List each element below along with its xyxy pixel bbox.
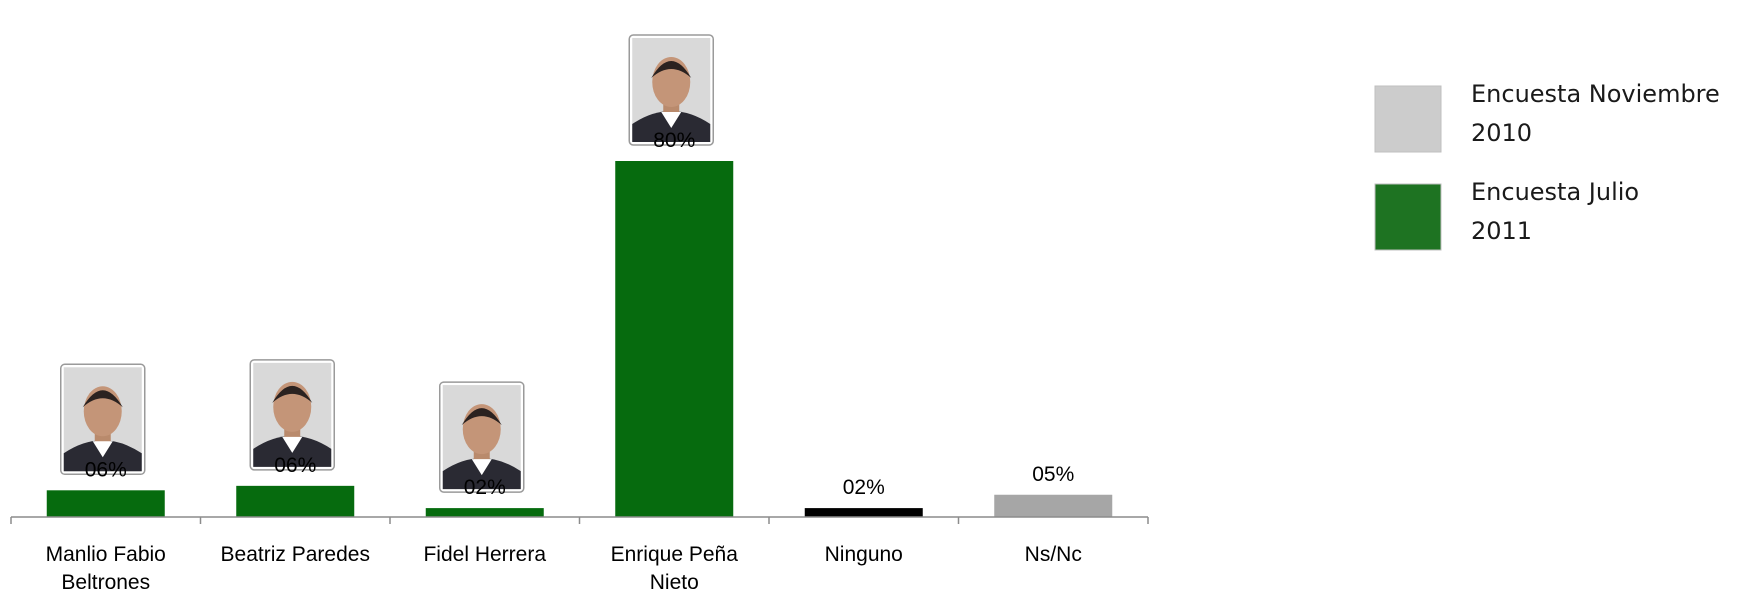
value-label: 80% [653,129,695,152]
value-label: 06% [274,454,316,477]
bar [46,490,165,517]
labels-layer: 06% Manlio Fabio Beltrones 06% Beatriz Pared… [46,129,1082,593]
legend: Encuesta Noviembre 2010 Encuesta Julio 2011 [1374,80,1720,251]
legend-label: Encuesta Noviembre 2010 [1471,80,1720,147]
bar [994,494,1113,517]
x-axis [10,516,1149,524]
candidate-photo [60,363,146,476]
category-label: Enrique Peña Nieto [611,543,739,593]
category-label: Fidel Herrera [423,543,546,566]
category-label: Ns/Nc [1025,543,1082,566]
photos-layer [60,34,714,493]
legend-label: Encuesta Julio 2011 [1471,178,1639,245]
bar [804,508,923,517]
legend-item: Encuesta Julio 2011 [1374,178,1639,251]
value-label: 06% [85,458,127,481]
legend-swatch [1374,85,1442,153]
bar [236,485,355,517]
category-label: Beatriz Paredes [221,543,370,566]
value-label: 02% [464,476,506,499]
legend-swatch [1374,183,1442,251]
candidate-photo [439,381,525,493]
value-label: 02% [843,476,885,499]
bar [425,508,544,517]
category-label: Ninguno [825,543,903,566]
bars-layer [46,161,1113,517]
value-label: 05% [1032,463,1074,486]
legend-item: Encuesta Noviembre 2010 [1374,80,1720,153]
bar [615,161,734,517]
candidate-photo [628,34,714,146]
category-label: Manlio Fabio Beltrones [46,543,166,593]
candidate-photo [249,359,335,471]
